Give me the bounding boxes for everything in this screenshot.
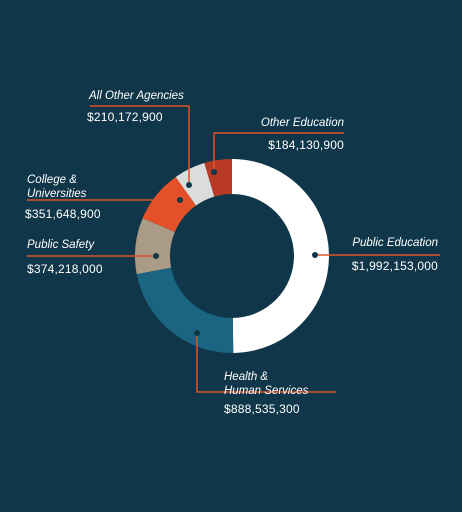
leader-lines-group	[27, 105, 440, 393]
slices-group	[134, 159, 330, 353]
slice-college-universities	[142, 177, 197, 232]
slice-public-safety	[134, 218, 175, 275]
leader-dot-other-education	[211, 169, 217, 175]
leader-dot-all-other-agencies	[186, 182, 192, 188]
value-other-education: $184,130,900	[268, 138, 344, 152]
slice-other-education	[204, 159, 232, 197]
value-public-safety: $374,218,000	[27, 262, 103, 276]
value-all-other-agencies: $210,172,900	[87, 110, 163, 124]
value-health-human-services: $888,535,300	[224, 402, 300, 416]
slice-public-education	[232, 159, 330, 353]
label-health-human-services: Health & Human Services	[224, 371, 309, 397]
label-all-other-agencies: All Other Agencies	[89, 90, 184, 102]
leader-dot-public-safety	[153, 253, 159, 259]
leader-line-other-education	[213, 132, 344, 172]
label-public-safety: Public Safety	[27, 239, 95, 251]
label-other-education: Other Education	[260, 117, 344, 129]
label-public-education: Public Education	[352, 237, 438, 249]
leader-dot-public-education	[312, 252, 318, 258]
value-public-education: $1,992,153,000	[351, 259, 438, 273]
slice-all-other-agencies	[175, 163, 215, 206]
slice-health-human-services	[136, 267, 234, 353]
leader-line-all-other-agencies	[90, 105, 190, 185]
leader-line-health-human-services	[196, 333, 336, 393]
leader-dot-health-human-services	[194, 330, 200, 336]
value-college-universities: $351,648,900	[25, 207, 101, 221]
label-college-universities: College & Universities	[27, 174, 87, 200]
leader-dot-college-universities	[177, 197, 183, 203]
